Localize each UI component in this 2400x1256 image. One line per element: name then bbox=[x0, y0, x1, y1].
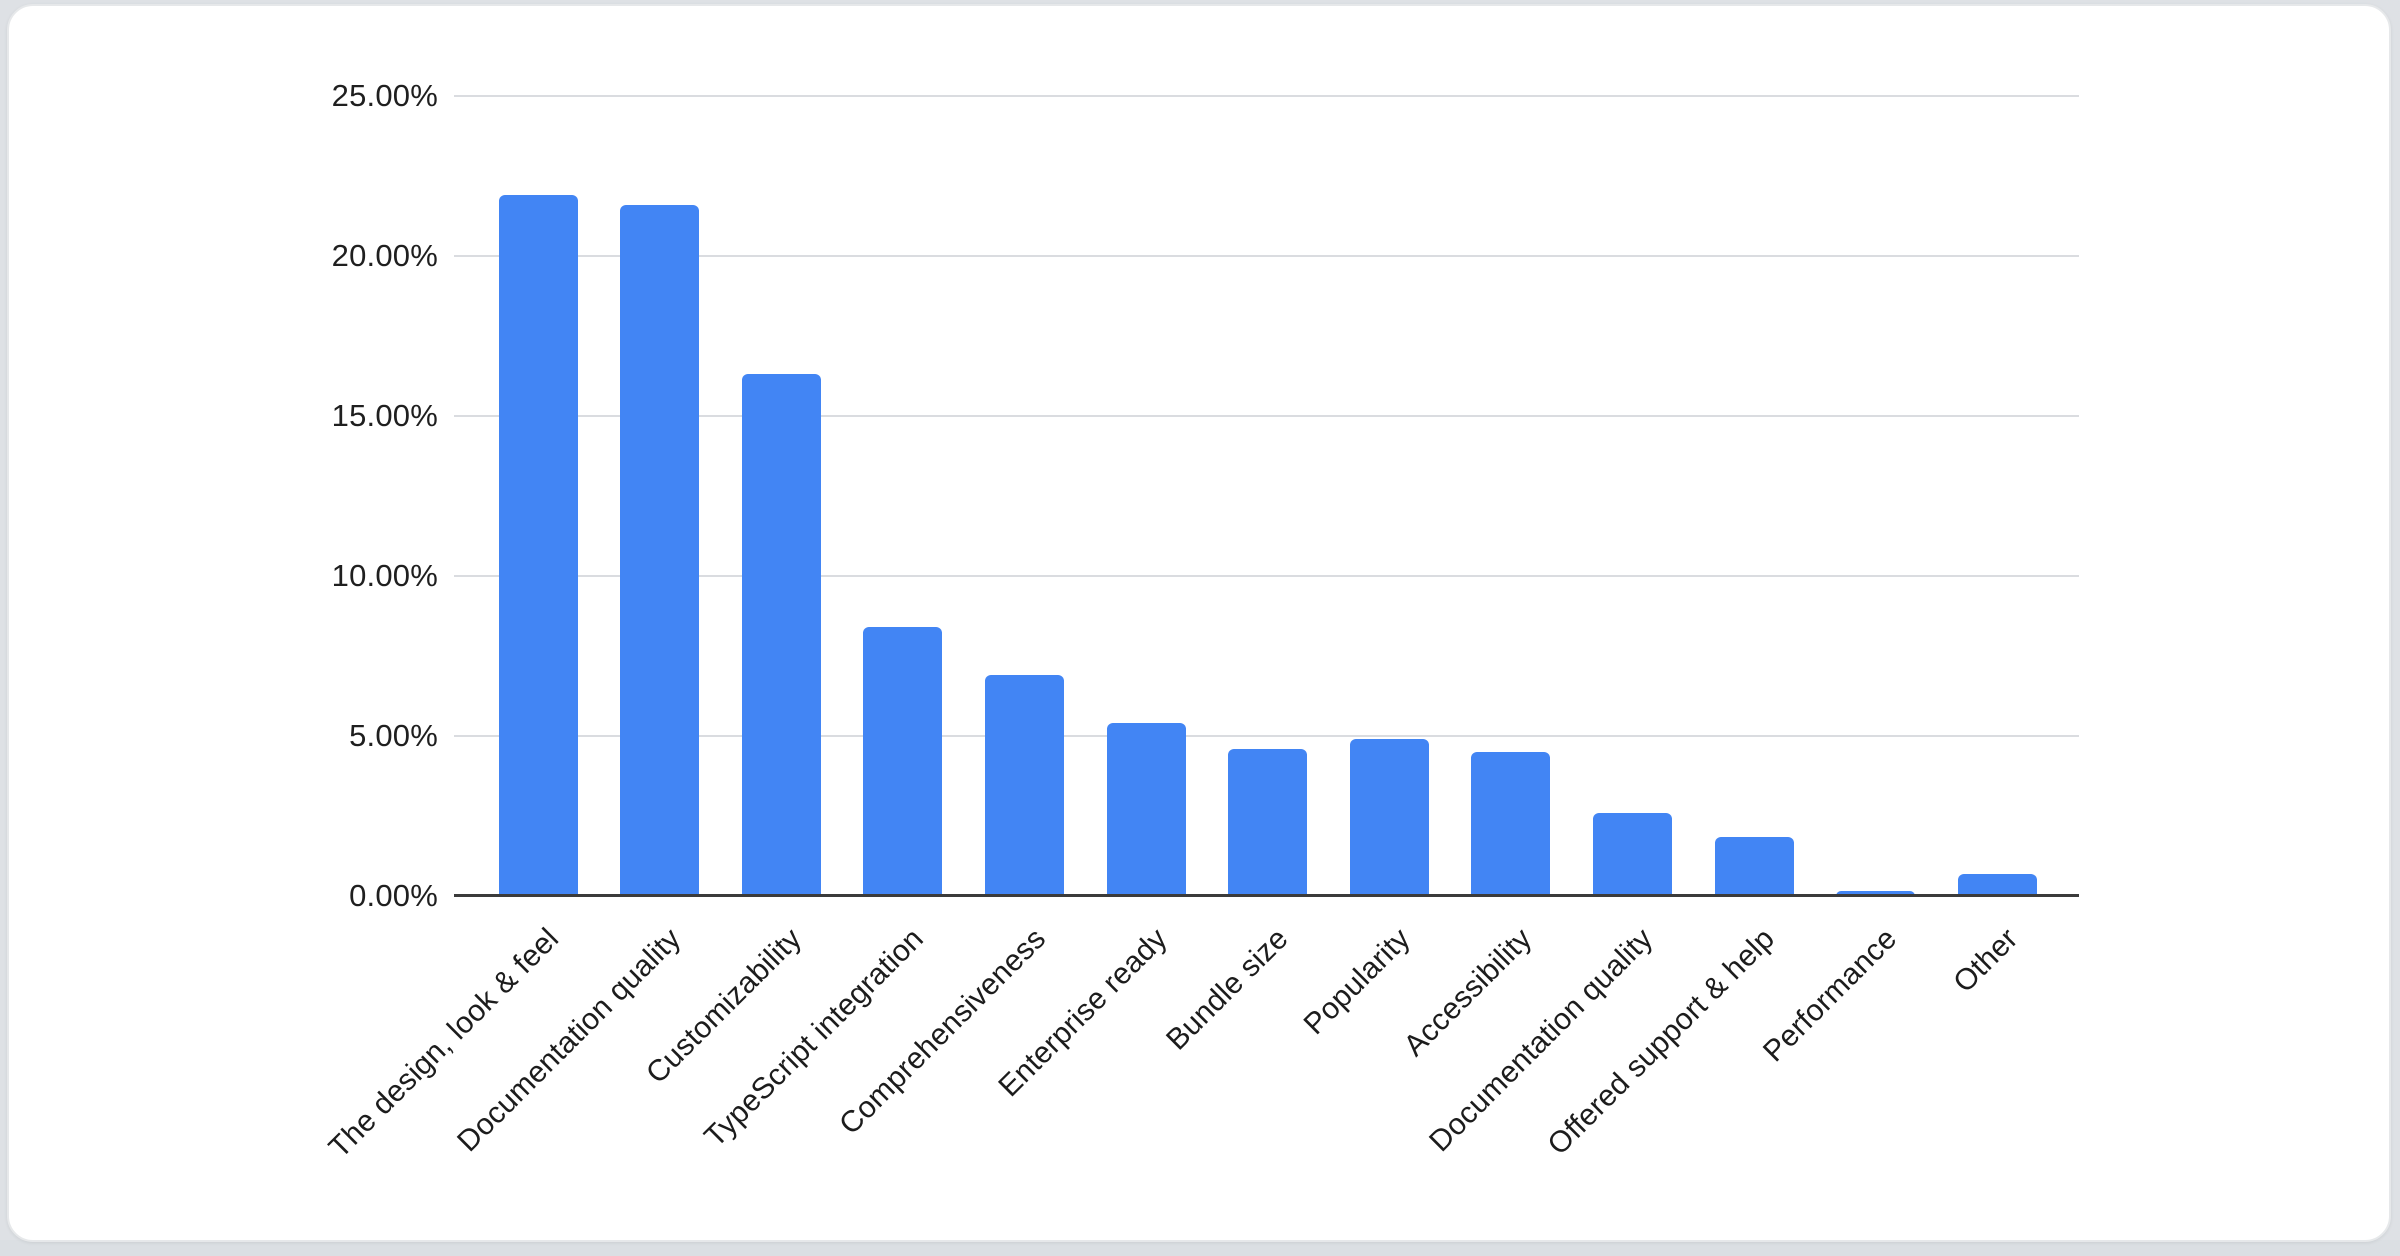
bar-documentation-quality-1[interactable] bbox=[620, 204, 700, 896]
bar-accessibility-8[interactable] bbox=[1471, 752, 1551, 896]
y-tick-label-25: 25.00% bbox=[331, 78, 438, 113]
bar-comprehensiveness-4[interactable] bbox=[984, 675, 1064, 896]
x-axis-labels: The design, look & feel Documentation qua… bbox=[9, 6, 2389, 1240]
bar-offered-support-help-10[interactable] bbox=[1714, 836, 1794, 896]
gridline-15 bbox=[454, 415, 2079, 417]
gridline-25 bbox=[454, 95, 2079, 97]
plot-area bbox=[454, 95, 2079, 897]
bar-performance-11[interactable] bbox=[1836, 891, 1916, 896]
x-category-label-bundle-size-6: Bundle size bbox=[1160, 922, 1295, 1057]
bar-bundle-size-6[interactable] bbox=[1228, 748, 1308, 896]
y-tick-label-20: 20.00% bbox=[331, 238, 438, 273]
x-category-label-documentation-quality-9: Documentation quality bbox=[1423, 922, 1660, 1159]
gridline-5 bbox=[454, 735, 2079, 737]
x-category-label-the-design-look-feel-0: The design, look & feel bbox=[322, 922, 566, 1165]
page-background-strip bbox=[0, 1240, 2400, 1256]
x-category-label-documentation-quality-1: Documentation quality bbox=[450, 922, 687, 1159]
bar-typescript-integration-3[interactable] bbox=[863, 627, 943, 896]
gridline-10 bbox=[454, 575, 2079, 577]
bar-customizability-2[interactable] bbox=[741, 374, 821, 896]
x-category-label-popularity-7: Popularity bbox=[1297, 922, 1417, 1042]
x-category-label-comprehensiveness-4: Comprehensiveness bbox=[832, 922, 1052, 1142]
chart-card: 25.00% 20.00% 15.00% 10.00% 5.00% 0.00% The d… bbox=[7, 4, 2391, 1242]
x-category-label-typescript-integration-3: TypeScript integration bbox=[698, 922, 931, 1154]
y-tick-label-0: 0.00% bbox=[349, 878, 438, 913]
bar-popularity-7[interactable] bbox=[1349, 739, 1429, 896]
x-category-label-offered-support-help-10: Offered support & help bbox=[1541, 922, 1782, 1162]
gridline-20 bbox=[454, 255, 2079, 257]
bar-the-design-look-feel-0[interactable] bbox=[498, 195, 578, 896]
y-axis-labels: 25.00% 20.00% 15.00% 10.00% 5.00% 0.00% bbox=[9, 6, 438, 1240]
y-tick-label-10: 10.00% bbox=[331, 558, 438, 593]
bar-documentation-quality-9[interactable] bbox=[1592, 812, 1672, 896]
y-tick-label-15: 15.00% bbox=[331, 398, 438, 433]
bar-other-12[interactable] bbox=[1957, 873, 2037, 896]
x-axis-baseline bbox=[454, 894, 2079, 897]
x-category-label-other-12: Other bbox=[1947, 922, 2025, 1000]
bar-enterprise-ready-5[interactable] bbox=[1106, 723, 1186, 896]
y-tick-label-5: 5.00% bbox=[349, 718, 438, 753]
